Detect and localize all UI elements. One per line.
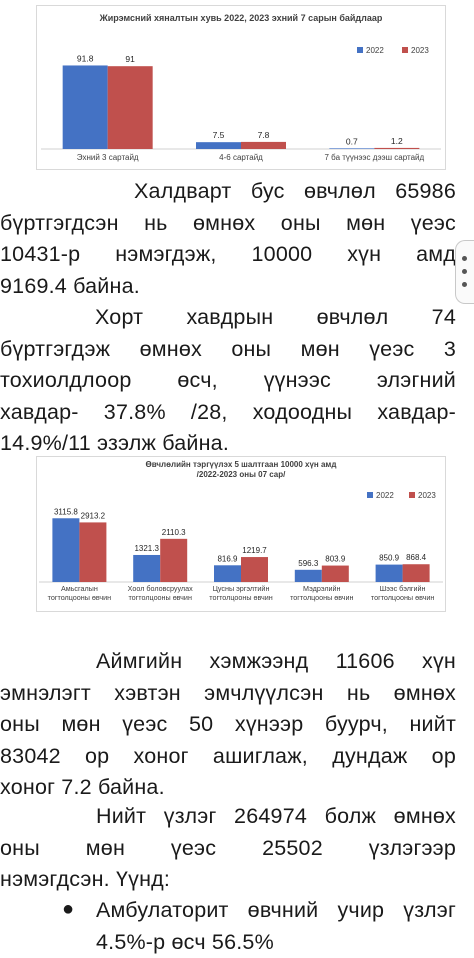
- bar-2022-2: [214, 565, 241, 582]
- para2-line1: Хорт хавдрын өвчлөл 74: [95, 302, 456, 334]
- category-label-3: Мэдрэлийн: [303, 584, 341, 593]
- para2-line2: бүртгэгдэж өмнөх оны мөн үеэс 3: [0, 334, 456, 366]
- chart-prenatal-care: Жирэмсний хяналтын хувь 2022, 2023 эхний…: [36, 5, 446, 170]
- bar-2023-0: [108, 66, 153, 149]
- bar-2022-1: [196, 142, 241, 149]
- para1-line3: 10431-р нэмэгдэж, 10000 хүн амд: [0, 239, 456, 271]
- bar-2023-2: [374, 148, 419, 149]
- chart-top5-morbidity: Өвчлөлийн тэргүүлэх 5 шалтгаан 10000 хүн…: [36, 456, 446, 612]
- para4-line2: оны мөн үеэс 25502 үзлэгээр: [0, 833, 456, 865]
- data-label-2023-0: 2913.2: [81, 511, 106, 520]
- bar-2022-0: [52, 518, 79, 582]
- paragraph-noncommunicable: Халдварт бус өвчлөл 65986 бүртгэгдсэн нь…: [0, 176, 456, 302]
- category-label-2: тогтолцооны өвчин: [209, 593, 272, 602]
- bar-2023-0: [79, 522, 106, 582]
- data-label-2022-1: 7.5: [213, 130, 225, 140]
- bullet-line1: Амбулаторит өвчний учир үзлэг: [96, 895, 456, 927]
- para2-line4: хавдар- 37.8% /28, ходоодны хавдар-: [0, 397, 456, 429]
- category-label-0: тогтолцооны өвчин: [48, 593, 111, 602]
- data-label-2022-1: 1321.3: [134, 544, 159, 553]
- bar-2023-1: [241, 142, 286, 149]
- handle-dot: [462, 256, 467, 261]
- data-label-2023-3: 803.9: [325, 555, 346, 564]
- para3-line3: оны мөн үеэс 50 хүнээр буурч, нийт: [0, 709, 456, 741]
- data-label-2023-2: 1219.7: [242, 546, 267, 555]
- para3-line4: 83042 ор хоног ашиглаж, дундаж ор: [0, 741, 456, 773]
- bar-2022-0: [63, 65, 108, 149]
- para3-line1: Аймгийн хэмжээнд 11606 хүн: [96, 646, 456, 678]
- chart-title: Жирэмсний хяналтын хувь 2022, 2023 эхний…: [99, 13, 383, 23]
- data-label-2022-0: 91.8: [77, 53, 94, 63]
- chart-title: /2022-2023 оны 07 сар/: [197, 470, 286, 479]
- para3-line5: хоног 7.2 байна.: [0, 772, 456, 804]
- bar-2023-2: [241, 557, 268, 582]
- para1-line4: 9169.4 байна.: [0, 271, 456, 303]
- legend-swatch-2023: [402, 47, 408, 53]
- bar-2022-1: [133, 555, 160, 582]
- paragraph-hospitalization: Аймгийн хэмжээнд 11606 хүн эмнэлэгт хэвт…: [0, 646, 456, 804]
- para1-line1: Халдварт бус өвчлөл 65986: [134, 176, 456, 208]
- bullet-item: Амбулаторит өвчний учир үзлэг 4.5%-р өсч…: [96, 895, 456, 958]
- data-label-2023-1: 7.8: [258, 130, 270, 140]
- handle-dot: [462, 282, 467, 287]
- chart-title: Өвчлөлийн тэргүүлэх 5 шалтгаан 10000 хүн…: [146, 460, 337, 469]
- category-label-1: Хоол боловсруулах: [128, 584, 193, 593]
- category-label-4: Шээс бэлгийн: [380, 584, 426, 593]
- para3-line2: эмнэлэгт хэвтэн эмчлүүлсэн нь өмнөх: [0, 678, 456, 710]
- bullet-symbol: ●: [62, 898, 74, 921]
- data-label-2022-3: 596.3: [298, 559, 319, 568]
- data-label-2023-1: 2110.3: [162, 528, 186, 537]
- para4-line3: нэмэгдсэн. Үүнд:: [0, 864, 456, 896]
- data-label-2023-4: 868.4: [406, 553, 427, 562]
- legend-swatch-2022: [357, 47, 363, 53]
- chart-top5-morbidity-svg: Өвчлөлийн тэргүүлэх 5 шалтгаан 10000 хүн…: [37, 457, 445, 611]
- bar-2023-3: [322, 566, 349, 582]
- legend-label-2023: 2023: [418, 491, 436, 500]
- category-label-0: Амьсгалын: [61, 584, 98, 593]
- category-label-2: 7 ба түүнээс дээш сартайд: [325, 153, 425, 162]
- data-label-2022-2: 0.7: [346, 136, 358, 146]
- chart-prenatal-care-svg: Жирэмсний хяналтын хувь 2022, 2023 эхний…: [37, 6, 445, 169]
- category-label-1: тогтолцооны өвчин: [128, 593, 191, 602]
- bar-2022-2: [329, 148, 374, 149]
- bar-2023-1: [160, 539, 187, 582]
- legend-swatch-2022: [367, 492, 373, 498]
- paragraph-examinations: Нийт үзлэг 264974 болж өмнөх оны мөн үеэ…: [0, 801, 456, 896]
- bar-2023-4: [403, 564, 430, 582]
- data-label-2023-0: 91: [125, 54, 135, 64]
- bullet-line2: 4.5%-р өсч 56.5%: [96, 927, 456, 958]
- paragraph-cancer: Хорт хавдрын өвчлөл 74 бүртгэгдэж өмнөх …: [0, 302, 456, 460]
- legend-label-2022: 2022: [376, 491, 394, 500]
- legend-label-2023: 2023: [411, 46, 429, 55]
- category-label-2: Цусны эргэлтийн: [213, 584, 270, 593]
- data-label-2023-2: 1.2: [391, 136, 403, 146]
- legend-label-2022: 2022: [366, 46, 384, 55]
- para1-line2: бүртгэгдсэн нь өмнөх оны мөн үеэс: [0, 208, 456, 240]
- data-label-2022-2: 816.9: [217, 554, 238, 563]
- category-label-4: тогтолцооны өвчин: [371, 593, 434, 602]
- handle-dot: [462, 269, 467, 274]
- para2-line5: 14.9%/11 эзэлж байна.: [0, 428, 456, 460]
- bar-2022-3: [295, 570, 322, 582]
- legend-swatch-2023: [409, 492, 415, 498]
- data-label-2022-0: 3115.8: [54, 507, 78, 516]
- category-label-0: Эхний 3 сартайд: [77, 153, 139, 162]
- data-label-2022-4: 850.9: [379, 554, 400, 563]
- para4-line1: Нийт үзлэг 264974 болж өмнөх: [96, 801, 456, 833]
- para2-line3: тохиолдлоор өсч, үүнээс элэгний: [0, 365, 456, 397]
- bar-2022-4: [376, 565, 403, 582]
- category-label-3: тогтолцооны өвчин: [290, 593, 353, 602]
- category-label-1: 4-6 сартайд: [219, 153, 263, 162]
- side-scroll-handle[interactable]: [455, 240, 474, 304]
